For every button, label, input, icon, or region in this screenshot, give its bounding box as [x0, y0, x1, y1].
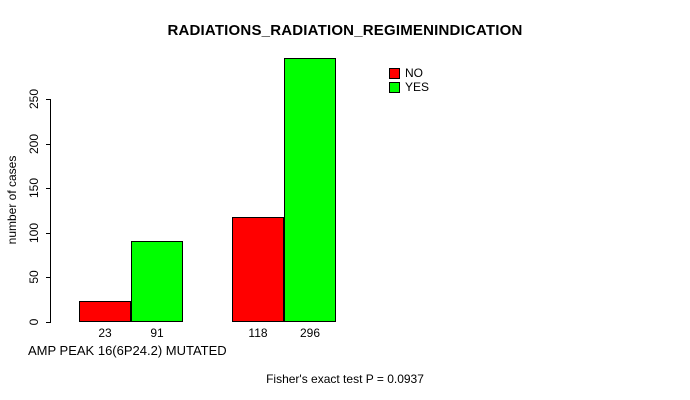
bar-value-label: 23	[98, 326, 112, 340]
bar-yes-group-2	[284, 57, 336, 322]
x-axis-title: AMP PEAK 16(6P24.2) MUTATED	[28, 343, 227, 358]
bar-value-label: 296	[299, 326, 321, 340]
y-axis-tick-label: 50	[27, 270, 41, 285]
y-axis-line	[50, 99, 51, 323]
bar-no-group-1	[79, 301, 131, 322]
y-axis-tick-mark	[46, 277, 51, 279]
y-axis-tick-label: 250	[27, 88, 41, 110]
legend-swatch-no	[389, 67, 400, 79]
legend-item-no: NO	[389, 66, 429, 80]
bar-no-group-2	[232, 216, 284, 322]
fisher-test-annotation: Fisher's exact test P = 0.0937	[266, 372, 424, 386]
legend-label: NO	[405, 66, 423, 80]
y-axis-tick-mark	[46, 99, 51, 100]
y-axis-tick-label: 0	[27, 318, 41, 326]
legend-swatch-yes	[389, 81, 400, 93]
legend-label: YES	[405, 80, 430, 94]
bar-value-label: 91	[150, 326, 164, 340]
y-axis-tick-mark	[46, 322, 51, 323]
y-axis-tick-mark	[46, 143, 51, 145]
bar-value-label: 118	[248, 326, 268, 340]
legend-item-yes: YES	[389, 80, 429, 94]
bar-yes-group-1	[131, 240, 183, 322]
y-axis-tick-label: 150	[27, 178, 41, 199]
chart-title: RADIATIONS_RADIATION_REGIMENINDICATION	[167, 22, 523, 39]
legend: NO YES	[389, 66, 429, 94]
y-axis-tick-label: 100	[27, 222, 41, 243]
y-axis-tick-mark	[46, 188, 51, 190]
y-axis-title: number of cases	[5, 155, 19, 245]
y-axis-tick-label: 200	[27, 133, 41, 154]
y-axis-tick-mark	[46, 232, 51, 234]
